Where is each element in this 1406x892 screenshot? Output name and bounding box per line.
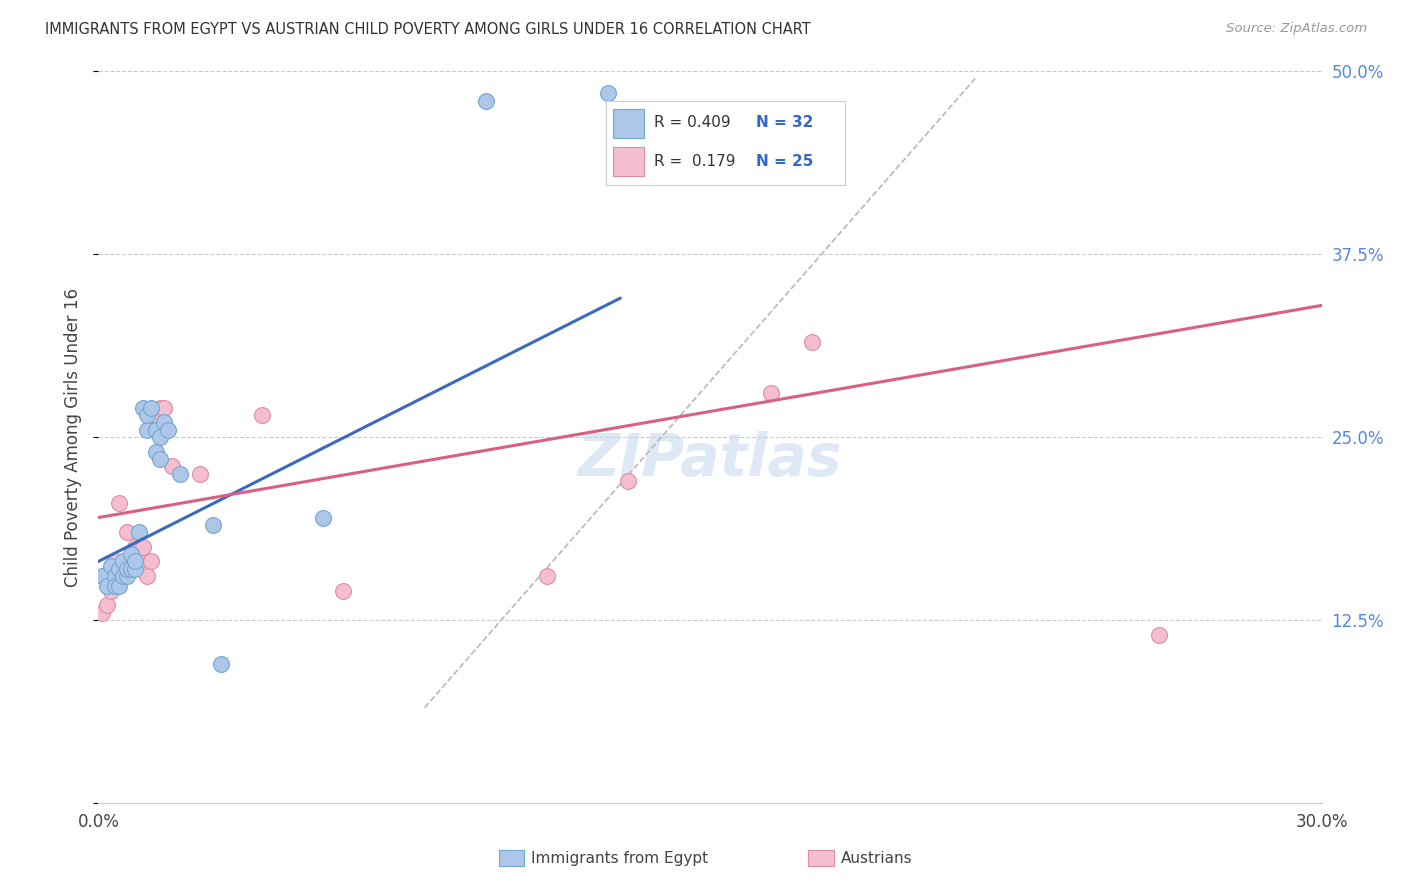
Point <box>145 423 167 437</box>
Text: IMMIGRANTS FROM EGYPT VS AUSTRIAN CHILD POVERTY AMONG GIRLS UNDER 16 CORRELATION: IMMIGRANTS FROM EGYPT VS AUSTRIAN CHILD … <box>45 22 811 37</box>
Point <box>598 87 620 101</box>
Point <box>312 510 335 524</box>
Point <box>250 408 273 422</box>
Point <box>115 569 138 583</box>
Point <box>100 583 122 598</box>
Point <box>104 569 127 583</box>
Point <box>91 569 114 583</box>
Point <box>104 554 127 568</box>
FancyBboxPatch shape <box>613 109 644 138</box>
Text: Source: ZipAtlas.com: Source: ZipAtlas.com <box>1226 22 1367 36</box>
Point <box>536 569 558 583</box>
Point <box>111 569 134 583</box>
Point <box>188 467 212 481</box>
Point <box>169 467 191 481</box>
Text: ZIPatlas: ZIPatlas <box>578 431 842 488</box>
Y-axis label: Child Poverty Among Girls Under 16: Child Poverty Among Girls Under 16 <box>65 287 83 587</box>
Point <box>149 452 172 467</box>
Point <box>115 562 138 576</box>
Point <box>128 554 150 568</box>
Point <box>156 423 179 437</box>
Point <box>120 562 142 576</box>
Point <box>136 423 159 437</box>
Point <box>145 444 167 458</box>
Point <box>91 606 114 620</box>
Point <box>149 430 172 444</box>
Point <box>111 562 134 576</box>
Point <box>801 334 824 349</box>
Point <box>108 562 131 576</box>
Point <box>100 558 122 573</box>
Text: Immigrants from Egypt: Immigrants from Egypt <box>531 851 709 865</box>
Point <box>96 579 118 593</box>
Point <box>115 525 138 540</box>
Point <box>136 569 159 583</box>
Point <box>332 583 354 598</box>
Text: Austrians: Austrians <box>841 851 912 865</box>
Point <box>120 547 142 561</box>
Text: R = 0.409: R = 0.409 <box>654 115 730 130</box>
Point <box>124 562 146 576</box>
Point <box>136 408 159 422</box>
Point <box>617 474 640 488</box>
Point <box>152 416 174 430</box>
Point <box>124 540 146 554</box>
Point <box>128 525 150 540</box>
Point <box>96 599 118 613</box>
Point <box>108 579 131 593</box>
Point <box>160 459 183 474</box>
Point <box>104 579 127 593</box>
Text: N = 32: N = 32 <box>756 115 814 130</box>
Point <box>474 94 498 108</box>
Point <box>120 554 142 568</box>
Point <box>108 496 131 510</box>
Text: R =  0.179: R = 0.179 <box>654 154 735 169</box>
Point <box>145 408 167 422</box>
Point <box>209 657 232 671</box>
Point <box>761 386 783 401</box>
Point <box>111 554 134 568</box>
Point <box>141 401 163 415</box>
Point <box>124 554 146 568</box>
Point <box>149 401 172 415</box>
Text: N = 25: N = 25 <box>756 154 814 169</box>
Point <box>152 401 174 415</box>
Point <box>201 517 224 532</box>
Point <box>1147 627 1170 641</box>
Point <box>132 401 155 415</box>
FancyBboxPatch shape <box>613 147 644 177</box>
Point <box>141 554 163 568</box>
Point <box>132 540 155 554</box>
